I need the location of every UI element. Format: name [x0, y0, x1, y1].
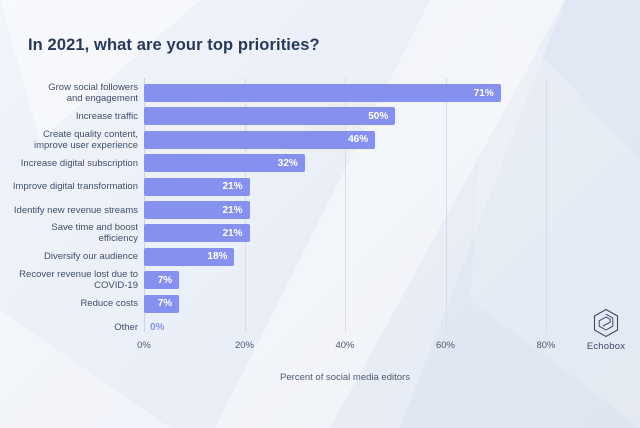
category-label-line: Diversify our audience [44, 251, 138, 263]
x-axis-tick: 0% [137, 340, 151, 351]
category-label-line: Reduce costs [80, 298, 138, 310]
category-label-line: Identify new revenue streams [13, 204, 138, 216]
x-axis-tick: 60% [435, 340, 455, 351]
bar: 71% [144, 84, 501, 102]
category-label-line: Other [114, 321, 138, 333]
bar: 21% [144, 201, 250, 219]
category-label: Reduce costs [12, 295, 138, 313]
category-label: Grow social followers and engagement [12, 82, 138, 104]
category-label-line: Create quality content, [42, 128, 138, 140]
category-label-line: Increase traffic [75, 110, 138, 122]
category-label: Diversify our audience [12, 248, 138, 266]
gridline [546, 78, 547, 332]
bar-value-label: 32% [277, 157, 298, 169]
bar-value-label: 46% [348, 134, 369, 146]
bar-value-label: 7% [157, 298, 173, 310]
bar-value-label: 0% [150, 321, 165, 333]
bar-value-label: 21% [222, 204, 243, 216]
bar-value-label: 21% [222, 227, 243, 239]
category-label-line: COVID-19 [94, 280, 138, 292]
category-label-line: Save time and boost [51, 222, 138, 234]
bar-value-label: 21% [222, 181, 243, 193]
bar: 50% [144, 107, 396, 126]
category-label-line: and engagement [66, 93, 138, 104]
x-axis-tick: 20% [234, 340, 254, 351]
gridline [345, 78, 346, 332]
category-label: Identify new revenue streams [12, 201, 138, 219]
category-label-line: Grow social followers [48, 82, 138, 93]
category-label: Create quality content, improve user expe… [12, 128, 138, 151]
bar: 7% [144, 271, 180, 290]
echobox-logo-text: Echobox [586, 341, 626, 352]
category-label-line: Improve digital transformation [12, 181, 138, 193]
category-label-line: Recover revenue lost due to [19, 269, 138, 281]
category-label-line: improve user experience [33, 139, 138, 151]
x-axis-label: Percent of social media editors [280, 372, 410, 383]
category-label: Other [12, 318, 138, 336]
bar-value-label: 7% [157, 274, 173, 286]
x-axis-tick: 40% [335, 340, 355, 351]
bar: 18% [144, 247, 235, 266]
bar: 21% [144, 224, 250, 243]
category-label: Recover revenue lost due to COVID-19 [12, 269, 138, 292]
bar-value-label: 50% [368, 110, 389, 122]
bar: 32% [144, 154, 305, 173]
echobox-hexagon-icon [593, 308, 619, 338]
category-label-line: efficiency [98, 233, 138, 245]
bar: 21% [144, 177, 250, 196]
chart-title: In 2021, what are your top priorities? [28, 36, 320, 54]
echobox-logo: Echobox [578, 308, 634, 352]
category-label: Save time and boost efficiency [12, 222, 138, 245]
category-label: Improve digital transformation [12, 178, 138, 196]
bar-value-label: 71% [473, 87, 494, 99]
bar: 46% [144, 130, 376, 149]
bar: 7% [144, 294, 180, 313]
category-label: Increase digital subscription [12, 154, 138, 172]
category-label-line: Increase digital subscription [20, 157, 138, 169]
x-axis-tick: 80% [536, 340, 556, 351]
category-label: Increase traffic [12, 107, 138, 125]
bar-value-label: 18% [207, 251, 228, 263]
gridline [445, 78, 447, 332]
